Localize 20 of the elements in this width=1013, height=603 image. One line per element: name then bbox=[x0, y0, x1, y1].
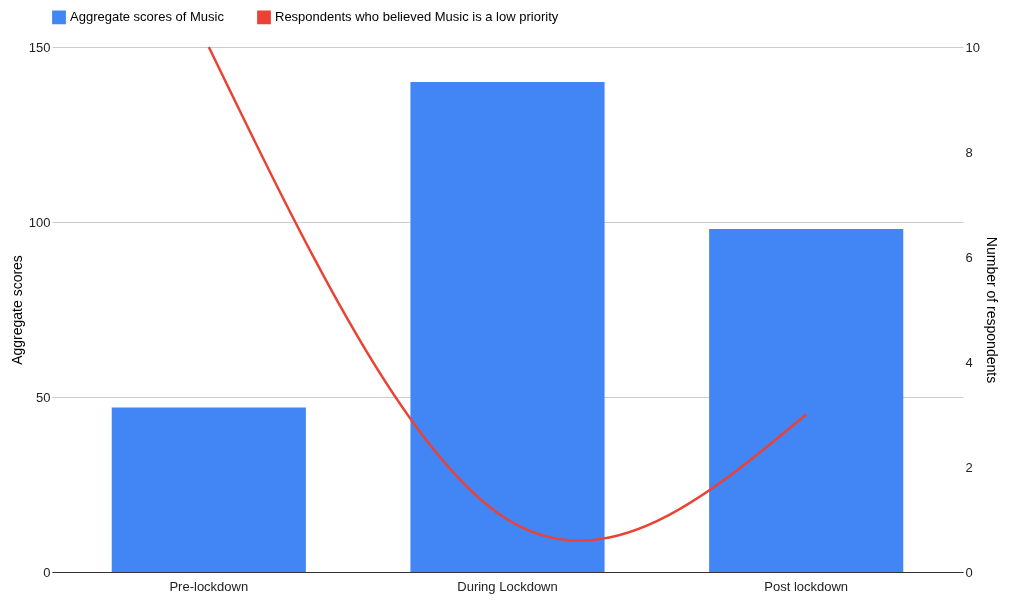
x-tick-label: Post lockdown bbox=[764, 578, 849, 594]
bar bbox=[410, 82, 605, 572]
y2-tick-label: 6 bbox=[965, 249, 973, 265]
y-tick-label: 0 bbox=[43, 564, 51, 580]
y-axis-title: Aggregate scores bbox=[8, 255, 25, 365]
y2-tick-label: 0 bbox=[965, 564, 973, 580]
y-tick-label: 50 bbox=[36, 389, 51, 405]
y-tick-label: 150 bbox=[28, 39, 51, 55]
y-tick-label: 100 bbox=[28, 214, 51, 230]
y2-tick-label: 2 bbox=[965, 459, 973, 475]
y2-axis-title: Number of respondents bbox=[983, 236, 1000, 384]
legend-label: Aggregate scores of Music bbox=[70, 9, 225, 25]
y2-tick-label: 10 bbox=[965, 39, 980, 55]
x-tick-label: Pre-lockdown bbox=[169, 578, 249, 594]
legend-label: Respondents who believed Music is a low priority bbox=[275, 9, 559, 25]
bar bbox=[111, 407, 306, 572]
y2-tick-label: 4 bbox=[965, 354, 973, 370]
y2-tick-label: 8 bbox=[965, 144, 973, 160]
x-tick-label: During Lockdown bbox=[457, 578, 558, 594]
bar bbox=[709, 229, 904, 572]
